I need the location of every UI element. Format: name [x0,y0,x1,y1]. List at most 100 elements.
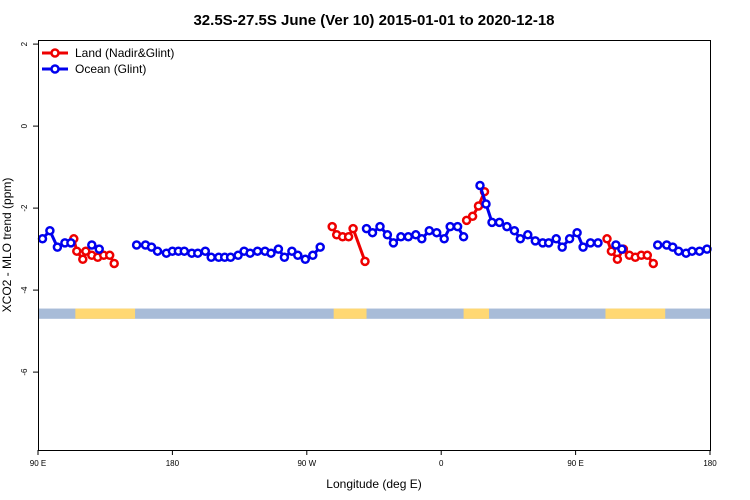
x-tick-label: 0 [439,459,444,468]
data-point [315,242,325,252]
land-mask-segment [333,308,367,319]
data-point [293,250,303,261]
data-point [45,225,55,236]
data-point [343,232,354,242]
data-point [327,221,337,232]
data-point [72,246,82,256]
data-point [439,234,449,244]
land-mask-segment [463,308,489,319]
data-point [572,227,582,238]
data-point [445,221,455,232]
legend-item: Ocean (Glint) [42,62,146,76]
data-point [225,252,236,263]
data-point [233,250,243,261]
data-point [702,244,712,254]
data-point [452,221,463,232]
legend-swatch-marker [50,48,60,58]
land-ocean-mask [38,308,710,319]
data-point [467,211,478,222]
data-point [245,248,255,258]
data-point [382,230,393,240]
legend-swatch-marker [50,64,60,74]
data-point [673,246,684,256]
data-point [509,225,520,236]
data-point [502,221,512,232]
data-point [152,246,163,256]
data-point [266,248,276,258]
data-point [515,234,526,244]
data-point [611,240,621,250]
data-point [694,246,705,256]
data-point [78,254,88,265]
x-tick-label: 90 E [567,459,583,468]
series-line [478,185,598,250]
data-point [367,227,378,238]
data-point [360,256,370,267]
data-point [652,240,663,250]
ocean-mask-band [38,308,710,319]
x-tick-label: 180 [166,459,180,468]
x-tick-label: 180 [703,459,717,468]
data-point [375,221,385,232]
data-point [273,244,284,254]
data-point [66,238,76,248]
data-point [37,234,48,244]
data-point [104,250,115,261]
data-point [179,246,190,256]
data-point [617,244,627,254]
series-ocean [37,180,712,265]
land-mask-segment [605,308,666,319]
data-point [206,252,216,263]
data-point [602,234,612,244]
data-point [530,236,541,246]
data-point [648,258,659,269]
series-layer [37,180,712,269]
data-point [481,199,491,209]
data-point [279,252,290,263]
data-point [593,238,603,248]
data-point [612,254,623,265]
y-axis-label: XCO2 - MLO trend (ppm) [0,178,14,313]
data-point [388,238,399,248]
data-point [475,180,485,191]
x-tick-label: 90 E [30,459,46,468]
data-point [287,246,297,256]
y-tick-label: 2 [20,41,29,46]
data-point [431,227,442,238]
data-point [578,242,588,252]
data-point [131,240,142,250]
data-point [458,232,469,242]
data-point [348,223,358,234]
data-point [308,250,318,261]
y-tick-label: -4 [20,286,29,294]
legend: Land (Nadir&Glint) Ocean (Glint) [42,46,174,76]
data-point [361,223,372,234]
data-point [564,234,575,244]
data-point [52,242,63,252]
chart-title: 32.5S-27.5S June (Ver 10) 2015-01-01 to … [193,12,554,29]
data-point [461,215,472,226]
data-point [473,201,484,211]
land-mask-segment [75,308,136,319]
data-point [687,246,697,256]
x-axis: 90 E 180 90 W 0 90 E 180 [30,450,717,468]
data-point [424,225,435,236]
data-point [146,242,157,252]
y-tick-label: -6 [20,368,29,376]
x-axis-label: Longitude (deg E) [326,477,421,491]
y-axis: 2 0 -2 -4 -6 [20,41,38,376]
y-tick-label: -2 [20,204,29,212]
data-point [543,238,554,248]
data-point [606,246,617,256]
x-tick-label: 90 W [297,459,316,468]
data-point [396,232,406,242]
data-point [300,254,311,265]
plot-frame [38,40,711,451]
data-point [200,246,211,256]
data-point [94,244,104,254]
data-point [109,258,119,269]
data-point [667,242,678,252]
data-point [551,234,561,244]
legend-label: Land (Nadir&Glint) [75,46,174,60]
